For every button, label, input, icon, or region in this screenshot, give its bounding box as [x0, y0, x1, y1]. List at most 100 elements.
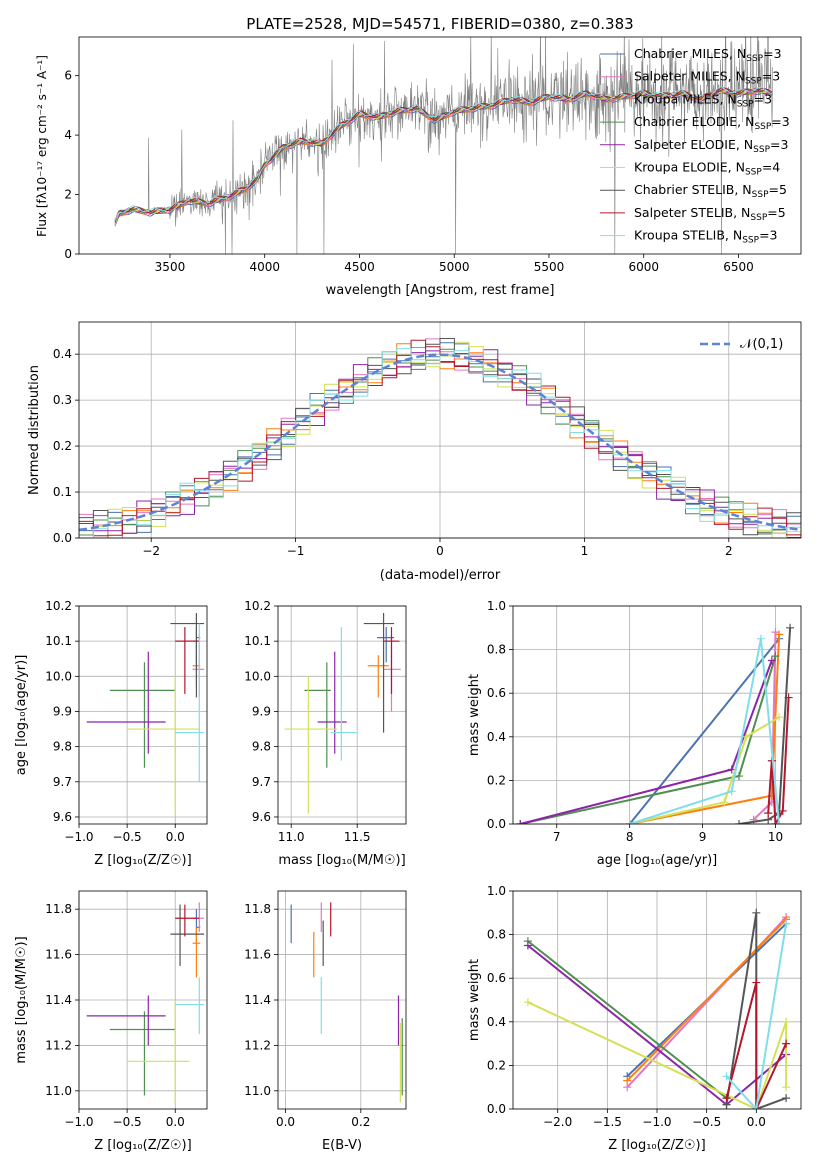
- weight-marker-salpeter-stelib: [764, 809, 773, 818]
- x-tick-label: −1: [287, 544, 305, 558]
- y-tick-label: 10.0: [45, 669, 72, 683]
- plot-area: [114, 37, 773, 254]
- axes-frame: [78, 36, 802, 255]
- y-axis-label: mass [log₁₀(M/M☉)]: [14, 936, 29, 1063]
- y-tick-label: 0.8: [487, 928, 506, 942]
- x-tick-label: 5500: [534, 260, 565, 274]
- weight-marker-kroupa-stelib: [625, 820, 634, 824]
- model-line-salpeter-elodie: [114, 88, 773, 227]
- x-tick-label: −1.0: [64, 830, 93, 844]
- x-tick-label: 2: [725, 544, 733, 558]
- x-tick-label: 11.5: [344, 830, 371, 844]
- y-tick-label: 11.6: [244, 948, 271, 962]
- y-tick-label: 11.8: [45, 902, 72, 916]
- weight-line-salpeter-stelib: [767, 697, 790, 824]
- weight-line-kroupa-stelib: [725, 923, 788, 1109]
- legend-label: Salpeter STELIB, NSSP=5: [634, 205, 786, 223]
- normal-curve: [79, 353, 801, 532]
- y-tick-label: 9.8: [53, 740, 72, 754]
- weight-line-chabrier-stelib: [738, 627, 792, 824]
- weight-marker-chabrier-elodie: [771, 652, 780, 661]
- y-tick-label: 11.4: [45, 993, 72, 1007]
- y-tick-label: 0.4: [487, 730, 506, 744]
- weight-marker-chabrier-stelib: [786, 623, 795, 632]
- weight-marker-chabrier-stelib: [735, 820, 744, 824]
- y-axis-label: Flux [fλ10⁻¹⁷ erg cm⁻² s⁻¹ A⁻¹]: [35, 55, 49, 237]
- y-tick-label: 11.8: [244, 902, 271, 916]
- x-axis-label: Z [log₁₀(Z/Z☉)]: [94, 853, 191, 868]
- weight-line-chabrier-elodie: [527, 940, 728, 1099]
- plot-area: [86, 613, 205, 814]
- x-tick-label: −2: [142, 544, 160, 558]
- x-tick-label: 5000: [439, 260, 470, 274]
- y-tick-label: 0.6: [487, 971, 506, 985]
- weight-line-kroupa-elodie: [629, 716, 780, 824]
- legend-label: Kroupa STELIB, NSSP=3: [634, 228, 778, 246]
- x-tick-label: 4500: [344, 260, 375, 274]
- axes-frame: [78, 321, 802, 539]
- x-tick-label: 6500: [723, 260, 754, 274]
- model-line-chabrier-elodie: [114, 88, 773, 226]
- plot-area: [284, 613, 401, 814]
- x-tick-label: −1.5: [593, 1115, 622, 1129]
- y-tick-label: 9.7: [53, 775, 72, 789]
- y-tick-label: 11.4: [244, 993, 271, 1007]
- x-tick-label: 0.0: [166, 1115, 185, 1129]
- weight-marker-kroupa-elodie: [775, 713, 784, 722]
- weight-marker-salpeter-elodie: [767, 656, 776, 665]
- y-tick-label: 9.7: [252, 775, 271, 789]
- plot-area: [86, 902, 205, 1103]
- legend-label: 𝒩(0,1): [740, 337, 783, 352]
- x-tick-label: −0.5: [113, 830, 142, 844]
- panel-spectrum: 3500 4000 4500 5000 5500 6000 6500 0 2 4 6 waveleng…: [35, 36, 802, 298]
- weight-line-kroupa-miles: [626, 918, 787, 1082]
- x-tick-label: 9: [699, 830, 707, 844]
- y-axis-label: age [log₁₀(age/yr)]: [14, 655, 29, 776]
- weight-line-kroupa-elodie: [527, 1001, 788, 1109]
- y-tick-label: 0.0: [487, 817, 506, 831]
- weight-line-salpeter-elodie: [520, 660, 773, 824]
- axes-frame: [512, 605, 802, 825]
- y-tick-label: 9.9: [53, 704, 72, 718]
- x-tick-label: 0.2: [351, 1115, 370, 1129]
- y-tick-label: 11.6: [45, 948, 72, 962]
- x-tick-label: 6000: [628, 260, 659, 274]
- weight-marker-kroupa-elodie: [782, 1017, 791, 1026]
- y-tick-label: 10.2: [244, 599, 271, 613]
- panel-mass_vs_Z: −1.0 −0.5 0.0 11.0 11.2 11.4 11.6 11.8 Z [log₁₀(…: [14, 890, 208, 1153]
- legend-label: Kroupa ELODIE, NSSP=4: [634, 160, 780, 178]
- weight-marker-salpeter-elodie: [523, 941, 532, 950]
- y-tick-label: 10.2: [45, 599, 72, 613]
- weight-marker-kroupa-elodie: [720, 798, 729, 807]
- x-tick-label: 1: [581, 544, 589, 558]
- weight-line-salpeter-stelib: [725, 982, 788, 1109]
- y-tick-label: 0.3: [53, 393, 72, 407]
- weight-marker-salpeter-stelib: [722, 1094, 731, 1103]
- y-tick-label: 1.0: [487, 599, 506, 613]
- x-tick-label: −0.5: [692, 1115, 721, 1129]
- weight-marker-salpeter-stelib: [771, 820, 780, 824]
- y-tick-label: 10.1: [45, 634, 72, 648]
- panel-age_vs_Z: −1.0 −0.5 0.0 9.6 9.7 9.8 9.9 10.0 10.1 10.2 Z [lo…: [14, 599, 208, 868]
- weight-marker-kroupa-miles: [775, 630, 784, 639]
- y-tick-label: 0.8: [487, 643, 506, 657]
- weight-marker-kroupa-elodie: [523, 998, 532, 1007]
- y-tick-label: 0.0: [53, 531, 72, 545]
- x-axis-label: mass [log₁₀(M/M☉)]: [278, 853, 405, 868]
- axes-frame: [277, 605, 407, 825]
- y-tick-label: 11.2: [45, 1038, 72, 1052]
- model-line-kroupa-stelib: [114, 86, 773, 221]
- y-tick-label: 9.9: [252, 704, 271, 718]
- y-tick-label: 6: [64, 69, 72, 83]
- weight-marker-kroupa-miles: [623, 1076, 632, 1085]
- y-tick-label: 0.2: [53, 439, 72, 453]
- x-axis-label: age [log₁₀(age/yr)]: [597, 853, 718, 868]
- y-tick-label: 11.2: [244, 1038, 271, 1052]
- weight-marker-chabrier-elodie: [735, 772, 744, 781]
- y-axis-label: Normed distribution: [27, 365, 42, 495]
- y-tick-label: 0.4: [487, 1015, 506, 1029]
- legend-label: Chabrier ELODIE, NSSP=3: [634, 114, 790, 132]
- weight-marker-chabrier-stelib: [782, 1094, 791, 1103]
- panel-residuals: −2 −1 0 1 2 0.0 0.1 0.2 0.3 0.4 𝒩(0,1) (data-model)…: [27, 321, 802, 583]
